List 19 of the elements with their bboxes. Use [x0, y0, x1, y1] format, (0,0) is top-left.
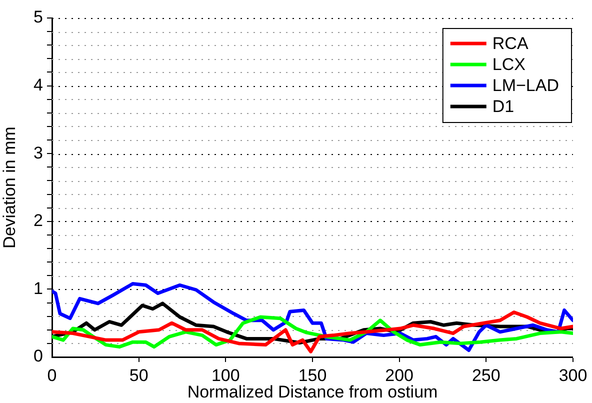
x-tick-label: 250 — [472, 366, 500, 385]
y-tick-label: 3 — [34, 143, 43, 162]
x-tick-label: 200 — [385, 366, 414, 385]
y-tick-label: 5 — [34, 8, 43, 27]
y-tick-label: 0 — [34, 346, 43, 366]
y-tick-label: 2 — [34, 211, 43, 230]
x-axis-title: Normalized Distance from ostium — [187, 382, 438, 402]
x-tick-label: 300 — [558, 366, 588, 385]
y-axis-title: Deviation in mm — [0, 126, 19, 248]
x-tick-label: 100 — [211, 366, 240, 385]
y-tick-label: 1 — [34, 278, 43, 298]
x-tick-label: 150 — [298, 366, 327, 385]
legend-label: LCX — [492, 55, 526, 74]
y-tick-label: 4 — [34, 75, 43, 94]
legend-label: RCA — [492, 34, 529, 54]
x-tick-label: 0 — [47, 366, 57, 385]
x-tick-label: 50 — [129, 366, 148, 385]
legend-label: LM−LAD — [492, 76, 560, 96]
legend-label: D1 — [492, 97, 514, 116]
